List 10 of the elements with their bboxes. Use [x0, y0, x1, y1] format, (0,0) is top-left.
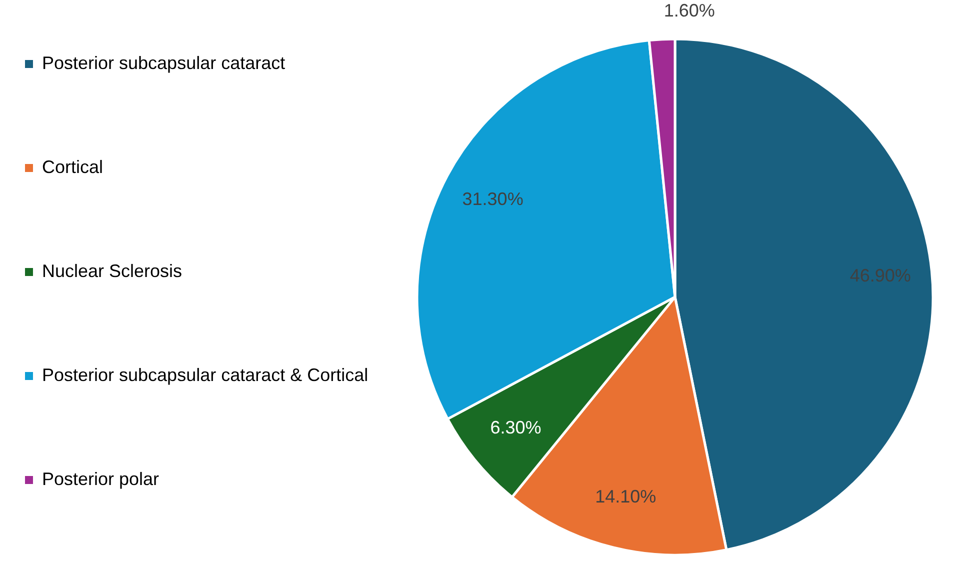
- legend-label: Nuclear Sclerosis: [42, 261, 182, 281]
- data-label: 46.90%: [850, 265, 911, 286]
- legend-label: Posterior subcapsular cataract & Cortical: [42, 365, 368, 385]
- data-label: 6.30%: [490, 417, 542, 438]
- legend-label: Posterior subcapsular cataract: [42, 53, 286, 73]
- data-label: 31.30%: [462, 189, 524, 210]
- legend-label: Posterior polar: [42, 469, 160, 489]
- legend-label: Cortical: [42, 157, 104, 177]
- data-label: 1.60%: [664, 0, 715, 20]
- data-label: 14.10%: [595, 486, 656, 506]
